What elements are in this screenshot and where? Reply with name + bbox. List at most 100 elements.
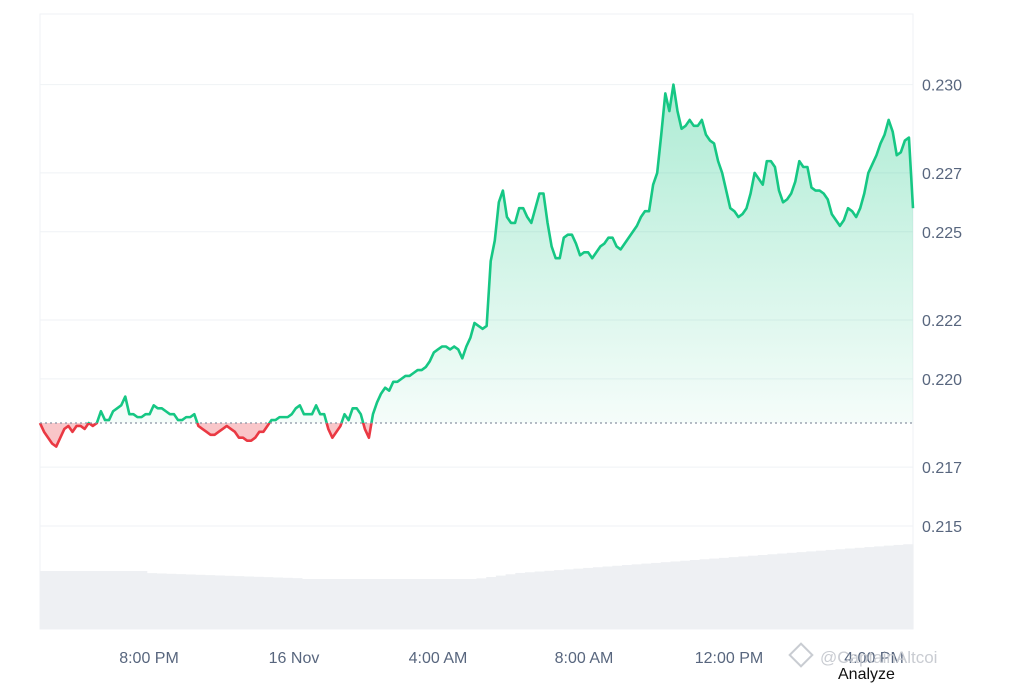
volume-bar	[806, 551, 817, 629]
volume-bar	[476, 578, 487, 629]
analyze-link[interactable]: Analyze	[838, 666, 895, 683]
x-tick-label: 4:00 AM	[409, 650, 468, 667]
volume-bar	[69, 571, 80, 629]
y-tick-label: 0.217	[922, 460, 962, 477]
volume-bar	[292, 578, 303, 629]
volume-bar	[777, 553, 788, 629]
volume-bar	[166, 573, 177, 629]
volume-bar	[243, 576, 254, 629]
volume-bar	[573, 568, 584, 629]
y-tick-label: 0.227	[922, 166, 962, 183]
volume-bar	[874, 546, 885, 629]
area-fill-up	[96, 84, 913, 424]
x-tick-label: 16 Nov	[269, 650, 320, 667]
volume-bar	[583, 567, 594, 629]
binance-square-logo-icon	[788, 642, 814, 668]
volume-bar	[854, 547, 866, 629]
volume-bar	[651, 562, 662, 629]
volume-bar	[563, 569, 575, 629]
volume-bar	[408, 579, 419, 629]
volume-bar	[88, 571, 99, 629]
volume-bar	[709, 558, 720, 629]
volume-bar	[195, 574, 206, 629]
volume-bar	[903, 544, 914, 629]
volume-bar	[389, 579, 400, 629]
volume-bar	[505, 574, 516, 629]
volume-bar	[602, 566, 613, 629]
x-tick-label: 12:00 PM	[695, 650, 763, 667]
volume-bar	[660, 562, 672, 629]
y-tick-label: 0.225	[922, 225, 962, 242]
series-line-up	[40, 83, 915, 424]
watermark: @CaptainAltcoi	[788, 642, 938, 668]
volume-bar	[680, 560, 691, 629]
volume-bar	[845, 548, 856, 629]
y-tick-label: 0.222	[922, 313, 962, 330]
y-axis-ticks: 0.215 0.217 0.220 0.222 0.225 0.227 0.230	[922, 78, 962, 536]
volume-bar	[263, 577, 274, 629]
volume-bar	[525, 572, 536, 629]
volume-bar	[592, 567, 604, 629]
volume-bar	[311, 579, 322, 629]
volume-bar	[321, 579, 332, 629]
volume-bar	[670, 561, 681, 629]
volume-bar	[146, 573, 157, 629]
volume-bar	[379, 579, 390, 629]
volume-bar	[495, 575, 507, 629]
volume-bar	[350, 579, 361, 629]
volume-bar	[534, 571, 545, 629]
volume-bar	[622, 565, 633, 629]
volume-bar	[786, 552, 798, 629]
volume-bar	[40, 571, 51, 629]
volume-bar	[253, 576, 264, 629]
volume-bar	[544, 570, 555, 629]
volume-bar	[719, 557, 730, 629]
volume-bar	[331, 579, 342, 629]
volume-bar	[78, 571, 90, 629]
volume-bar	[457, 579, 468, 629]
area-fill-down	[40, 423, 913, 447]
volume-bar	[59, 571, 70, 629]
price-area	[40, 84, 913, 447]
volume-bar	[437, 579, 448, 629]
volume-bar	[340, 579, 351, 629]
volume-bar	[204, 575, 216, 629]
y-tick-label: 0.230	[922, 78, 962, 95]
volume-bar	[631, 564, 642, 629]
volume-bars	[40, 544, 914, 629]
volume-bar	[156, 573, 167, 629]
x-tick-label: 8:00 PM	[119, 650, 179, 667]
volume-bar	[689, 560, 701, 629]
volume-bar	[825, 549, 836, 629]
volume-bar	[864, 547, 875, 629]
volume-bar	[893, 544, 904, 629]
volume-bar	[641, 563, 652, 629]
volume-bar	[767, 554, 778, 629]
volume-bar	[486, 576, 497, 629]
volume-bar	[127, 571, 138, 629]
x-tick-label: 8:00 AM	[555, 650, 614, 667]
volume-bar	[98, 571, 109, 629]
volume-bar	[835, 549, 846, 629]
volume-bar	[117, 571, 128, 629]
volume-bar	[554, 570, 565, 629]
volume-bar	[301, 579, 313, 629]
y-tick-label: 0.220	[922, 372, 962, 389]
volume-bar	[796, 552, 807, 629]
x-axis-ticks: 8:00 PM 16 Nov 4:00 AM 8:00 AM 12:00 PM 4:00 …	[119, 650, 904, 667]
volume-bar	[883, 545, 895, 629]
volume-bar	[738, 556, 749, 629]
volume-bar	[272, 577, 284, 629]
volume-bar	[234, 576, 245, 629]
volume-bar	[107, 571, 119, 629]
y-tick-label: 0.215	[922, 519, 962, 536]
volume-bar	[728, 557, 739, 629]
volume-bar	[757, 554, 769, 629]
volume-bar	[360, 579, 371, 629]
watermark-text: @CaptainAltcoi	[820, 648, 938, 667]
volume-bar	[428, 579, 439, 629]
volume-bar	[612, 565, 623, 629]
volume-bar	[816, 550, 827, 629]
volume-bar	[137, 571, 148, 629]
